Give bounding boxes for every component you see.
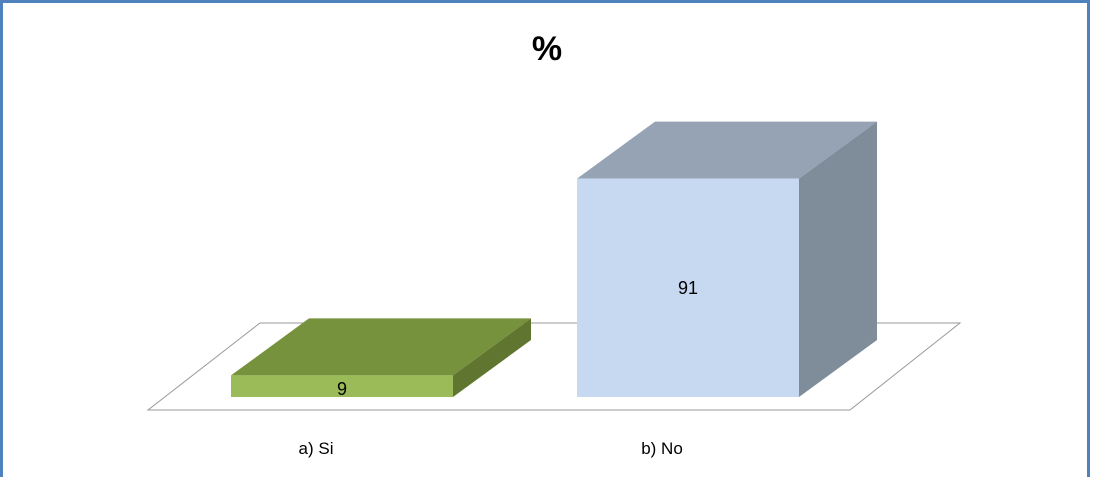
bar-front-face xyxy=(577,178,799,397)
bar-top-face xyxy=(231,318,531,376)
bar-side-face xyxy=(799,121,877,397)
bar-side-face xyxy=(453,318,531,397)
bar-front-face xyxy=(231,375,453,397)
category-label: a) Si xyxy=(299,439,334,458)
category-label: b) No xyxy=(641,439,683,458)
bar-top-face xyxy=(577,121,877,179)
bar-value-label: 9 xyxy=(337,379,347,399)
chart-title: % xyxy=(531,30,563,68)
bar-value-label: 91 xyxy=(678,278,698,298)
